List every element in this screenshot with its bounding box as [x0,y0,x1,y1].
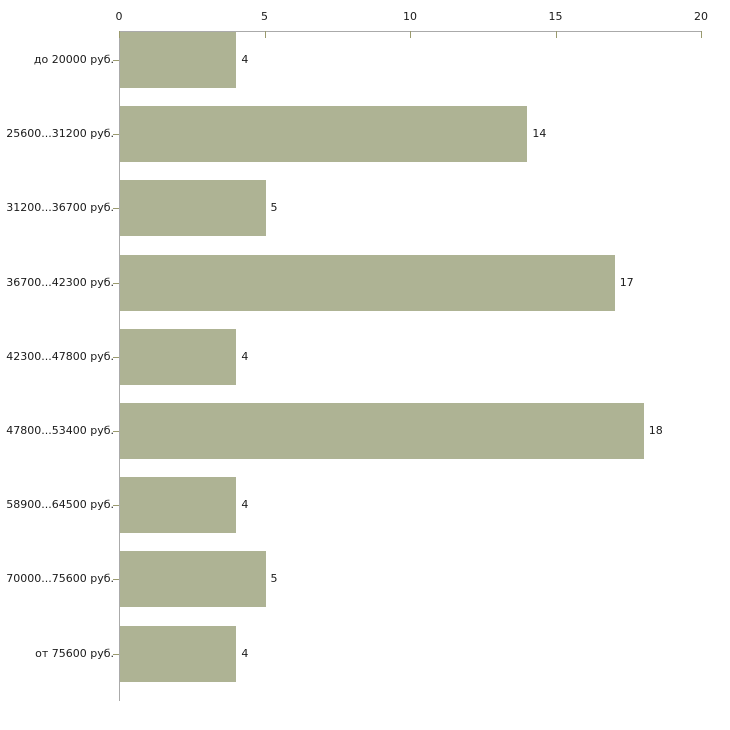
y-tick [113,654,119,655]
category-label: 36700...42300 руб. [6,275,114,289]
x-tick-0 [119,31,120,38]
category-label: 70000...75600 руб. [6,572,114,586]
y-tick [113,505,119,506]
category-label: 42300...47800 руб. [6,349,114,363]
bar-value-label: 4 [241,349,249,363]
category-label: от 75600 руб. [35,646,114,660]
bar-value-label: 4 [241,498,249,512]
y-tick [113,283,119,284]
bar[interactable] [120,403,644,459]
x-tick-label: 20 [694,10,708,23]
bar[interactable] [120,180,266,237]
bar-value-label: 18 [648,424,663,437]
bar[interactable] [120,328,237,385]
y-tick [113,60,119,61]
bar-value-label: 5 [270,201,278,215]
category-label: 58900...64500 руб. [6,498,114,512]
x-tick-15 [555,31,557,38]
bar[interactable] [120,106,528,163]
category-label: до 20000 руб. [33,53,114,66]
bar-value-label: 4 [241,646,249,660]
bar[interactable] [120,625,237,682]
x-tick-label: 10 [403,10,417,23]
x-tick-5 [264,31,266,38]
x-tick-20 [701,31,702,38]
x-tick-label: 15 [548,10,563,23]
bar-value-label: 17 [619,275,634,289]
x-tick-label: 0 [115,10,123,23]
bar[interactable] [120,551,266,608]
y-tick [113,579,119,580]
y-tick [113,208,119,209]
bar[interactable] [120,477,237,534]
y-axis-line [119,31,120,701]
bar-value-label: 14 [532,127,547,141]
bar-value-label: 4 [241,53,249,66]
bar[interactable] [120,32,237,88]
bar-value-label: 5 [270,572,278,586]
category-label: 25600...31200 руб. [6,127,114,141]
y-tick [113,134,119,135]
category-label: 47800...53400 руб. [6,424,114,437]
y-tick [113,431,119,432]
category-label: 31200...36700 руб. [6,201,114,215]
bar[interactable] [120,254,615,311]
x-tick-label: 5 [261,10,268,23]
y-tick [113,357,119,358]
x-tick-10 [410,31,411,38]
